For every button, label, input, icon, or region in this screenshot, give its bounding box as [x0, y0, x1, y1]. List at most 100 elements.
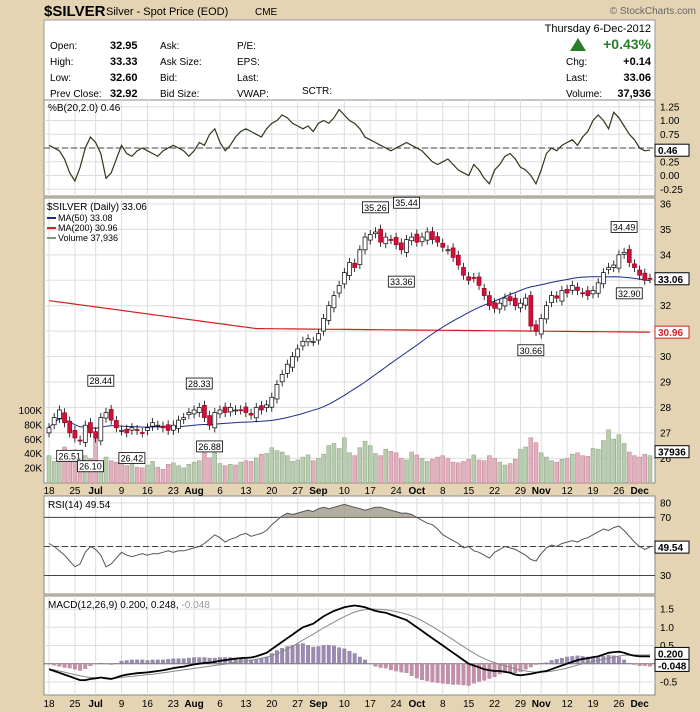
y-tick-label: 26: [660, 454, 672, 465]
candle-body: [212, 412, 218, 429]
macd-histogram-bar: [471, 663, 476, 684]
quote-value: 32.95: [110, 40, 138, 52]
macd-histogram-bar: [606, 654, 611, 664]
pctb-panel: 1.251.000.750.500.250.00-0.25%B(20,2.0) …: [43, 99, 690, 197]
macd-histogram-bar: [300, 643, 305, 664]
y-tick-label: 36: [660, 200, 672, 211]
quote-label: Bid Size:: [160, 89, 199, 100]
candle-body: [233, 409, 238, 412]
y-tick-label: 1.00: [660, 116, 680, 127]
macd-histogram-bar: [445, 663, 450, 685]
macd-title-hist: -0.048: [181, 600, 210, 611]
x-tick-label: 13: [240, 486, 252, 497]
y-tick-label: 34: [660, 250, 672, 261]
x-tick-label: 8: [440, 699, 446, 710]
candle-body: [248, 413, 254, 416]
x-tick-label: 6: [217, 486, 223, 497]
macd-histogram-bar: [648, 663, 652, 667]
x-tick-label: Nov: [532, 486, 551, 497]
change-pct: +0.43%: [603, 36, 651, 52]
volume-bar: [243, 460, 249, 484]
volume-current-box: [654, 445, 690, 459]
y-tick-label: 0.25: [660, 157, 680, 168]
candle-body: [455, 254, 461, 266]
volume-bar: [518, 448, 523, 484]
volume-bar: [269, 447, 275, 484]
volume-bar: [171, 462, 176, 484]
candle-body: [139, 432, 145, 434]
candle-body: [585, 290, 591, 296]
volume-bar: [601, 440, 606, 484]
volume-bar: [642, 453, 648, 484]
quote-value: +0.14: [623, 56, 652, 68]
candle-body: [538, 318, 544, 335]
x-axis: 18 25 Jul 9 16 23 Aug 6 13 20 27 Sep 10 17 24 Oct 8 15 22 2…: [43, 486, 649, 710]
candle-body: [393, 237, 399, 246]
candle-body: [326, 305, 332, 321]
macd-histogram-bar: [192, 657, 197, 664]
volume-bar: [305, 454, 311, 484]
candle-body: [264, 404, 269, 409]
volume-bar: [114, 461, 119, 484]
macd-histogram-bar: [295, 643, 300, 664]
macd-title: MACD(12,26,9) 0.200, 0.248, -0.048: [48, 600, 210, 611]
candle-body: [51, 417, 57, 426]
candle-body: [528, 295, 534, 327]
macd-histogram-bar: [440, 663, 445, 684]
macd-histogram-bar: [114, 663, 119, 664]
macd-histogram-bar: [502, 663, 507, 674]
x-tick-label: 12: [562, 486, 574, 497]
macd-histogram-bar: [207, 657, 212, 664]
candle-body: [243, 406, 249, 413]
macd-histogram-bar: [378, 663, 383, 668]
candle-body: [445, 249, 451, 252]
annotation-box: [196, 440, 224, 453]
candle-body: [461, 267, 466, 276]
candle-body: [88, 422, 93, 434]
x-tick-label: 9: [119, 699, 125, 710]
rsi-overbought-fill: [49, 504, 650, 518]
x-tick-label: Aug: [184, 486, 203, 497]
candle-body: [207, 415, 212, 426]
candle-body: [590, 290, 596, 295]
volume-bar: [155, 466, 161, 484]
candle-body: [300, 340, 306, 347]
volume-bar: [253, 457, 259, 484]
watermark: © StockCharts.com: [610, 6, 696, 17]
macd-histogram-bar: [98, 663, 103, 664]
volume-bar: [238, 461, 243, 484]
macd-histogram-bar: [290, 645, 295, 664]
volume-bar: [191, 461, 197, 484]
volume-bar: [108, 460, 114, 484]
volume-bar: [46, 455, 52, 484]
candle-body: [145, 427, 150, 431]
candle-body: [512, 297, 518, 307]
volume-current: 37936: [658, 448, 686, 459]
candle-body: [114, 420, 119, 429]
macd-histogram-bar: [88, 663, 93, 667]
annotation-label: 30.66: [520, 346, 543, 356]
macd-histogram-bar: [585, 656, 590, 664]
volume-bar: [362, 440, 368, 484]
x-tick-label: 24: [391, 699, 403, 710]
x-tick-label: Dec: [630, 486, 649, 497]
candle-body: [476, 276, 482, 286]
macd-histogram-bar: [306, 645, 311, 664]
candle-body: [362, 236, 368, 251]
volume-bar: [471, 454, 477, 484]
volume-bar: [595, 448, 601, 484]
y-tick-label: 70: [660, 513, 672, 524]
candle-body: [580, 292, 585, 295]
annotation-box: [517, 344, 545, 357]
macd-histogram-bar: [160, 659, 165, 664]
symbol-name: Silver - Spot Price (EOD): [106, 6, 228, 18]
macd-histogram-bar: [337, 647, 342, 664]
quote-right: Chg: +0.14 Last: 33.06 Volume: 37,936: [566, 56, 652, 100]
candle-body: [621, 251, 627, 255]
y-tick-label: 80: [660, 498, 672, 509]
macd-histogram-bar: [331, 645, 336, 664]
volume-bar: [150, 461, 155, 484]
quote-label: Ask Size:: [160, 57, 202, 68]
x-tick-label: 19: [587, 486, 599, 497]
volume-bar: [383, 448, 389, 484]
